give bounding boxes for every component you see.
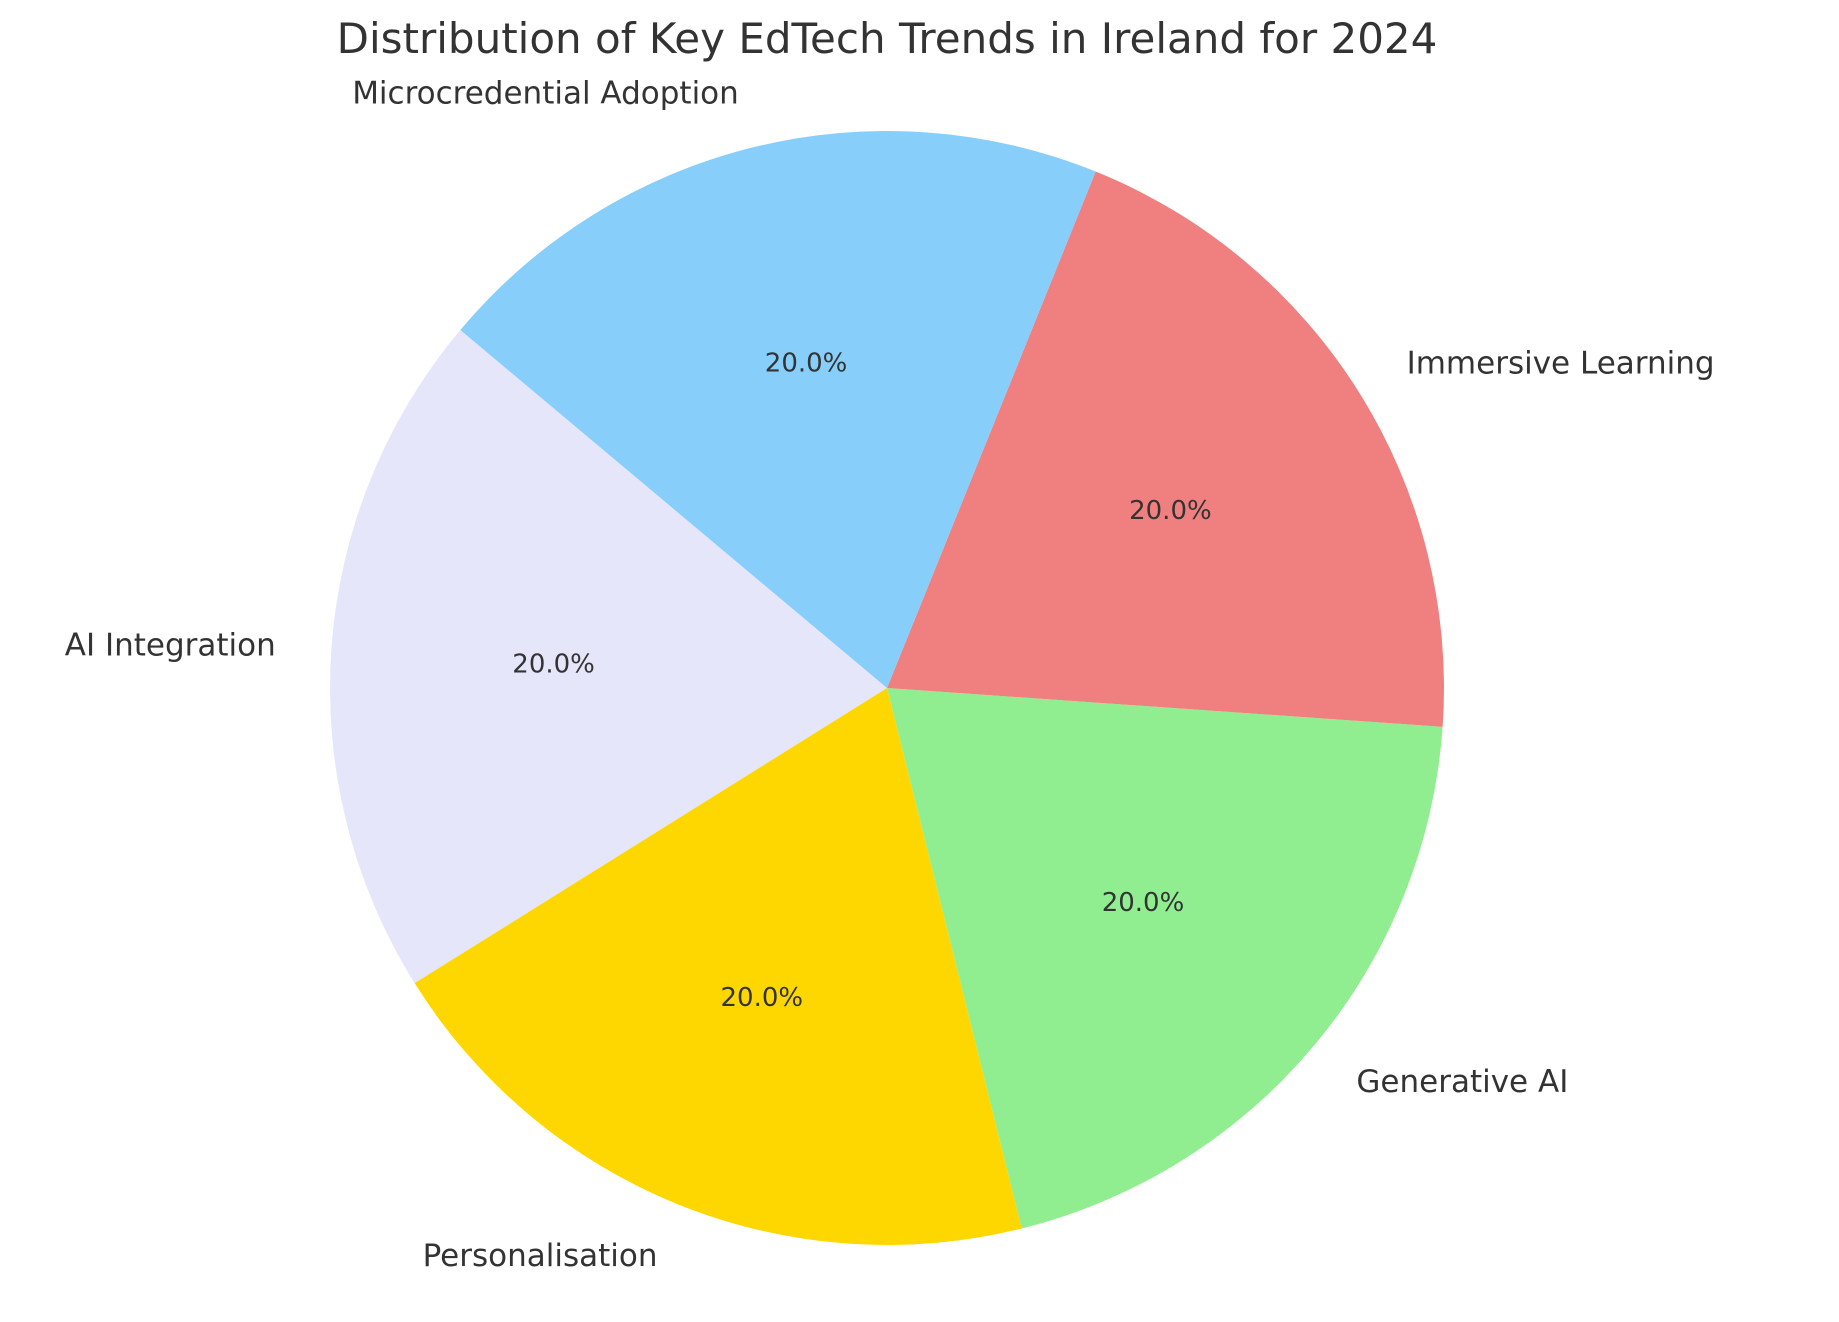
pct-label-immersive-learning: 20.0% bbox=[1129, 496, 1212, 526]
pie-slices bbox=[329, 130, 1444, 1245]
pie-slice-microcredential-adoption bbox=[460, 130, 1096, 689]
pct-label-microcredential-adoption: 20.0% bbox=[765, 349, 848, 379]
slice-label-personalisation: Personalisation bbox=[423, 1238, 658, 1274]
pct-label-personalisation: 20.0% bbox=[720, 983, 803, 1013]
pct-label-ai-integration: 20.0% bbox=[512, 650, 595, 680]
slice-labels: AI Integration Personalisation Generative … bbox=[65, 76, 1715, 1275]
pie-slice-ai-integration bbox=[329, 329, 887, 984]
slice-label-generative-ai: Generative AI bbox=[1356, 1064, 1568, 1100]
percentage-labels: 20.0% 20.0% 20.0% 20.0% 20.0% bbox=[512, 349, 1211, 1013]
slice-label-ai-integration: AI Integration bbox=[65, 627, 276, 663]
chart-title: Distribution of Key EdTech Trends in Ire… bbox=[337, 14, 1438, 63]
slice-label-immersive-learning: Immersive Learning bbox=[1407, 345, 1715, 381]
slice-label-microcredential-adoption: Microcredential Adoption bbox=[352, 76, 739, 112]
pie-slice-immersive-learning bbox=[887, 171, 1444, 727]
pct-label-generative-ai: 20.0% bbox=[1102, 888, 1185, 918]
pie-slice-generative-ai bbox=[887, 688, 1443, 1229]
pie-slice-personalisation bbox=[414, 688, 1022, 1245]
